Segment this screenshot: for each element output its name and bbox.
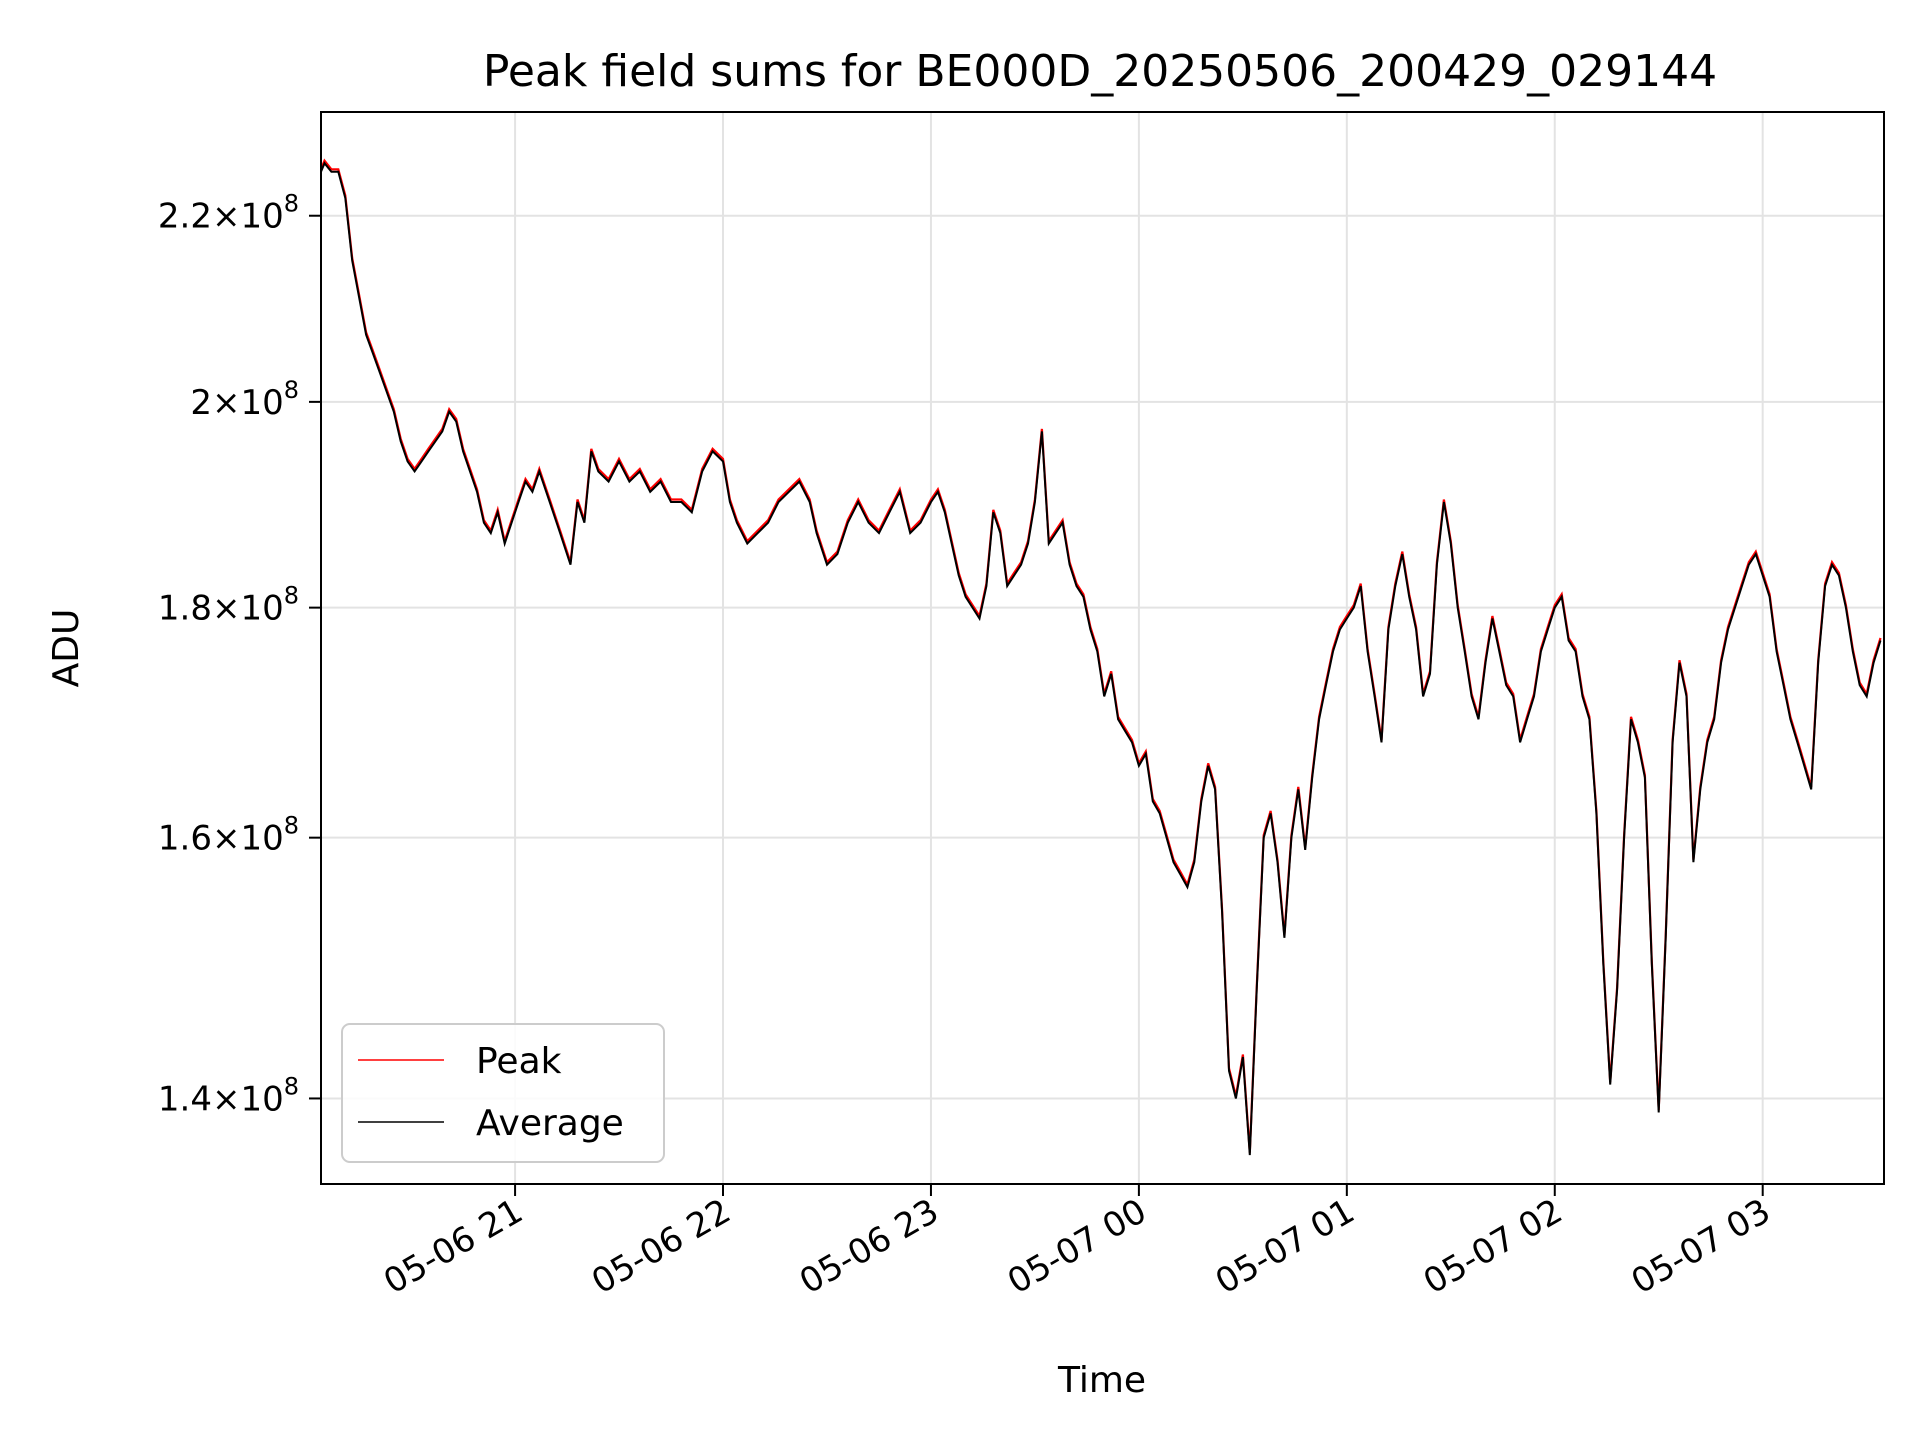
x-tick-label: 05-06 21: [377, 1191, 529, 1302]
y-tick-label: 1.4×108: [158, 1072, 299, 1119]
y-axis-label: ADU: [46, 609, 87, 688]
x-tick-label: 05-07 02: [1417, 1191, 1569, 1302]
x-tick-label: 05-07 01: [1209, 1191, 1361, 1302]
legend-frame: [341, 1023, 665, 1163]
y-tick-label: 2×108: [190, 376, 299, 423]
y-tick-label: 1.8×108: [158, 582, 299, 629]
series-line-average: [321, 161, 1882, 1156]
y-axis-ticks: 1.4×108 1.6×108 1.8×108 2×108 2.2×108: [158, 190, 321, 1119]
legend-label-average: Average: [476, 1103, 624, 1144]
x-tick-label: 05-07 00: [1001, 1191, 1153, 1302]
legend-label-peak: Peak: [476, 1041, 562, 1082]
grid: [321, 112, 1884, 1184]
legend: Peak Average: [341, 1023, 665, 1163]
series-line-peak: [321, 158, 1882, 1153]
x-axis-ticks: 05-06 21 05-06 22 05-06 23 05-07 00 05-07 01…: [377, 1184, 1777, 1302]
series-lines: [321, 158, 1882, 1156]
plot-frame: [320, 111, 1885, 1185]
chart-title: Peak field sums for BE000D_20250506_2004…: [483, 46, 1717, 97]
x-axis-label: Time: [1057, 1360, 1146, 1401]
x-tick-label: 05-06 22: [585, 1191, 737, 1302]
x-tick-label: 05-06 23: [793, 1191, 945, 1302]
x-tick-label: 05-07 03: [1625, 1191, 1777, 1302]
y-tick-label: 2.2×108: [158, 190, 299, 237]
y-tick-label: 1.6×108: [158, 812, 299, 859]
